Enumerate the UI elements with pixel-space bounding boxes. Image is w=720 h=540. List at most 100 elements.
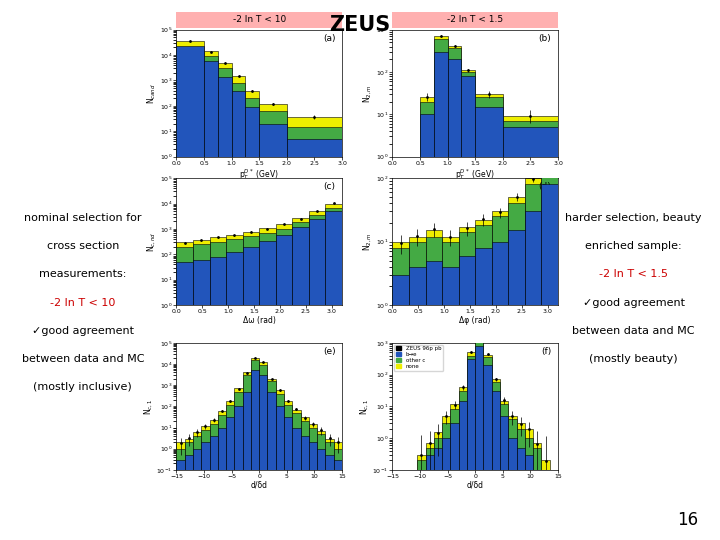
Bar [202,429,210,540]
Bar [267,381,276,540]
Bar [193,240,210,540]
Bar [500,416,508,540]
Bar [541,157,558,540]
Bar [426,231,442,540]
Bar [492,217,508,540]
Bar [202,426,210,540]
Bar [508,419,517,540]
Bar [292,413,301,540]
Text: between data and MC: between data and MC [22,354,144,364]
Bar [243,236,259,540]
Bar [259,124,287,540]
Bar [193,244,210,540]
Bar [276,229,292,540]
Bar [301,436,309,540]
Bar [232,76,246,540]
Bar [226,401,235,540]
Bar [301,417,309,540]
Bar [508,204,525,540]
Text: -2 ln T < 10: -2 ln T < 10 [50,298,115,308]
Bar [426,261,442,540]
Text: (b): (b) [539,33,552,43]
Bar [202,442,210,540]
Bar [259,365,267,540]
Bar [534,448,541,540]
Bar [541,162,558,540]
Text: between data and MC: between data and MC [572,326,695,336]
Bar [508,197,525,540]
Bar [462,72,475,540]
Text: nominal selection for: nominal selection for [24,213,142,224]
Bar [325,455,333,540]
Bar [541,470,550,540]
Bar [451,404,459,540]
X-axis label: p$_T^{D*}$ (GeV): p$_T^{D*}$ (GeV) [456,167,495,182]
Bar [418,460,426,540]
Bar [217,428,226,540]
Bar [226,234,243,540]
Bar [442,237,459,540]
Bar [434,438,442,540]
Text: ✓good agreement: ✓good agreement [582,298,685,308]
Bar [484,365,492,540]
Y-axis label: N$_{c,1}$: N$_{c,1}$ [359,398,371,415]
Bar [309,215,325,540]
Bar [176,449,184,540]
Bar [243,247,259,540]
Bar [309,442,317,540]
Text: ✓good agreement: ✓good agreement [32,326,134,336]
Bar [442,416,451,540]
Bar [243,373,251,540]
Bar [210,257,226,540]
Bar [525,211,541,540]
Y-axis label: N$_{c,nd}$: N$_{c,nd}$ [146,232,158,252]
Bar [251,360,259,540]
Bar [287,127,342,540]
Bar [276,394,284,540]
Bar [525,438,534,540]
Bar [426,443,434,540]
Bar [418,455,426,540]
Bar [210,436,217,540]
Bar [409,237,426,540]
Bar [333,449,342,540]
Bar [176,242,193,540]
Bar [226,252,243,540]
Bar [184,455,193,540]
Bar [176,442,184,540]
Bar [462,70,475,540]
Bar [284,404,292,540]
Bar [184,442,193,540]
Bar [292,227,309,540]
Bar [246,98,259,540]
Bar [243,392,251,540]
Bar [409,267,426,540]
Bar [442,267,459,540]
Bar [176,51,204,540]
Bar [503,121,558,540]
Bar [475,248,492,540]
Bar [492,242,508,540]
Bar [492,211,508,540]
Bar [448,49,462,540]
Bar [325,204,342,540]
Bar [500,401,508,540]
Bar [525,178,541,540]
Bar [292,218,309,540]
Bar [267,379,276,540]
Bar [492,379,500,540]
Bar [475,226,492,540]
X-axis label: Δω (rad): Δω (rad) [243,316,276,325]
Text: enriched sample:: enriched sample: [585,241,682,252]
Text: (mostly inclusive): (mostly inclusive) [33,382,132,392]
Y-axis label: N$_{c,1}$: N$_{c,1}$ [143,398,155,415]
Bar [309,219,325,540]
Bar [420,102,433,540]
Bar [418,470,426,540]
Text: -2 ln T < 1.5: -2 ln T < 1.5 [599,269,668,280]
Bar [193,260,210,540]
Bar [541,460,550,540]
Y-axis label: N$_{2,m}$: N$_{2,m}$ [362,84,374,103]
Bar [409,242,426,540]
Bar [259,375,267,540]
